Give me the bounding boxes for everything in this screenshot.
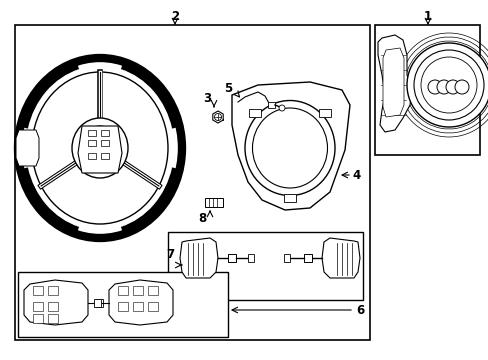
Bar (247, 254, 253, 262)
Circle shape (406, 43, 488, 127)
Bar (267, 102, 274, 108)
Ellipse shape (88, 134, 112, 162)
Bar (33, 302, 43, 311)
Polygon shape (382, 48, 403, 117)
Bar (133, 286, 142, 295)
Circle shape (279, 105, 285, 111)
Bar (18, 272, 227, 337)
Circle shape (420, 57, 476, 113)
Text: 5: 5 (224, 81, 232, 95)
Circle shape (413, 50, 483, 120)
Bar (33, 286, 43, 295)
Bar (101, 153, 109, 159)
Bar (88, 140, 96, 146)
Polygon shape (109, 280, 173, 325)
Polygon shape (377, 35, 411, 132)
Bar (374, 25, 479, 155)
Bar (204, 198, 223, 207)
Bar (94, 299, 101, 307)
Bar (33, 314, 43, 323)
Ellipse shape (454, 80, 468, 94)
Bar (101, 140, 109, 146)
Bar (304, 254, 311, 262)
Bar (15, 25, 369, 340)
Bar (118, 286, 128, 295)
Text: 4: 4 (352, 168, 360, 181)
Text: 2: 2 (171, 9, 179, 23)
Text: 3: 3 (203, 91, 211, 104)
Text: 6: 6 (355, 303, 364, 316)
Polygon shape (231, 82, 349, 210)
Polygon shape (24, 280, 88, 325)
Ellipse shape (427, 80, 441, 94)
Bar (48, 314, 58, 323)
Text: 1: 1 (423, 9, 431, 23)
Bar (118, 302, 128, 311)
Ellipse shape (32, 72, 168, 224)
Bar (48, 302, 58, 311)
Ellipse shape (244, 100, 334, 195)
Bar (96, 299, 103, 307)
Polygon shape (180, 238, 218, 278)
Bar (319, 109, 331, 117)
Text: 8: 8 (198, 212, 206, 225)
Bar (133, 302, 142, 311)
Bar (227, 254, 236, 262)
Bar (284, 194, 295, 202)
Bar (148, 286, 158, 295)
Polygon shape (321, 238, 359, 278)
Ellipse shape (436, 80, 450, 94)
Ellipse shape (72, 118, 128, 178)
Bar (148, 302, 158, 311)
Bar (88, 130, 96, 136)
Polygon shape (78, 126, 122, 173)
Bar (284, 254, 289, 262)
Circle shape (214, 113, 221, 121)
Bar (88, 153, 96, 159)
Ellipse shape (80, 126, 120, 170)
Polygon shape (16, 130, 39, 166)
Text: 7: 7 (165, 248, 174, 261)
Bar (48, 286, 58, 295)
Ellipse shape (252, 108, 327, 188)
Bar (248, 109, 260, 117)
Bar (168, 232, 362, 300)
Bar (101, 130, 109, 136)
Ellipse shape (445, 80, 459, 94)
Ellipse shape (18, 58, 182, 238)
